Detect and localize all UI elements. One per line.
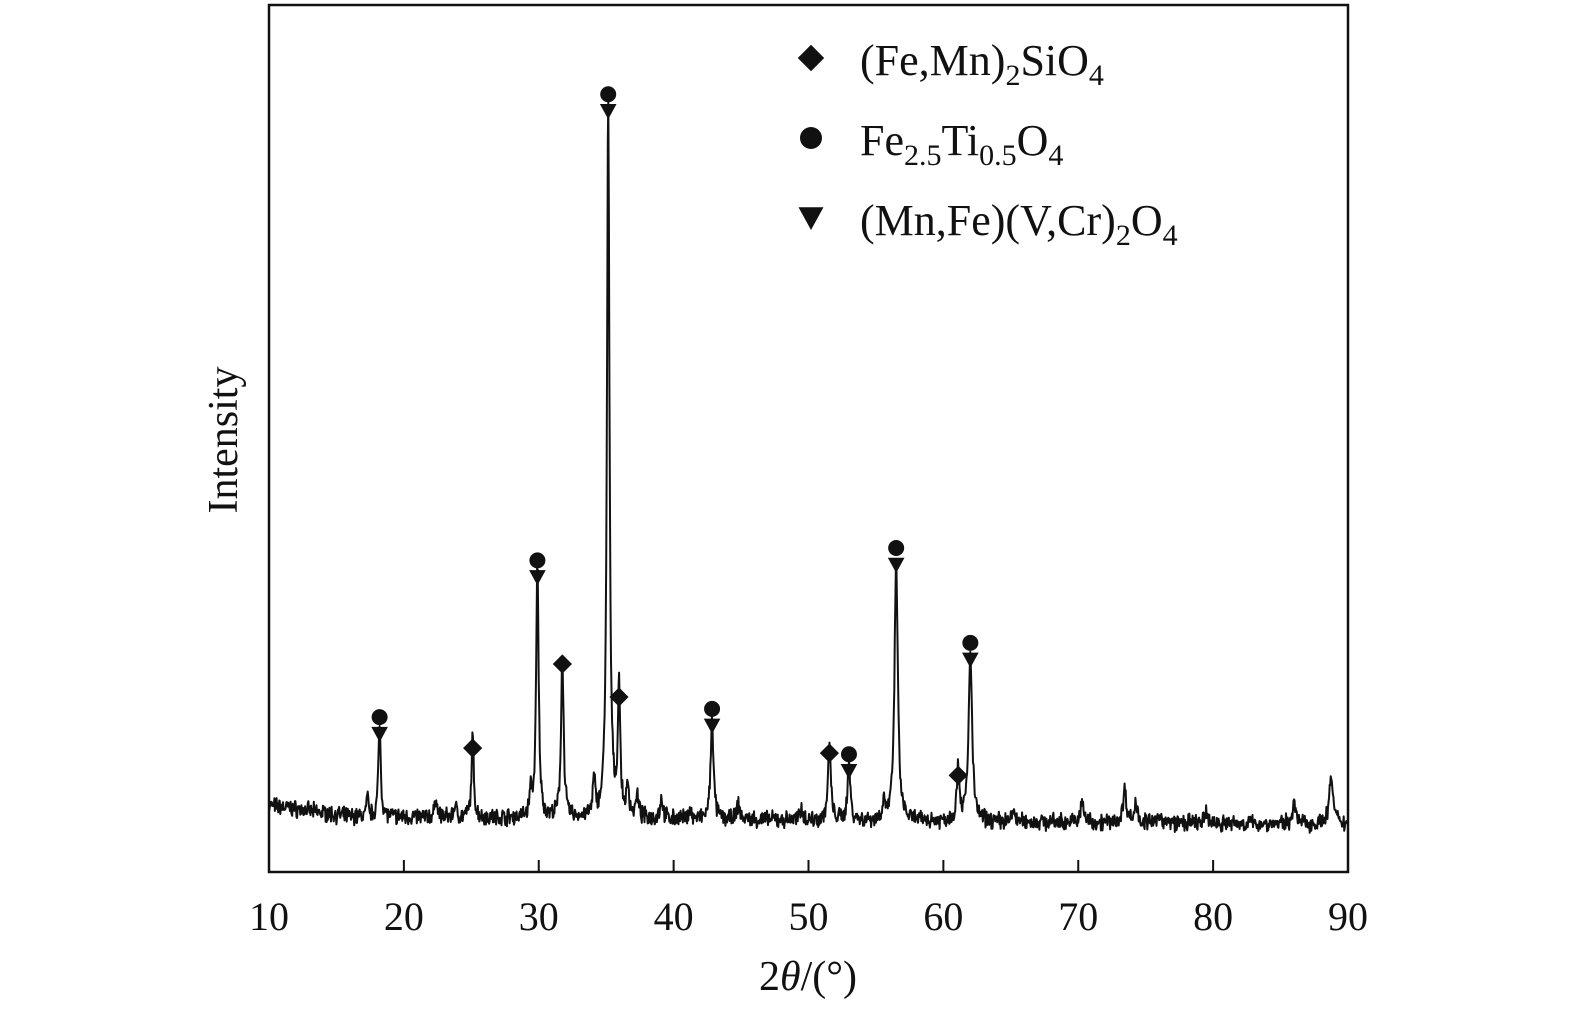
peak-marker-triangle-42.85 bbox=[703, 718, 721, 734]
legend-label-part: 2 bbox=[1116, 219, 1131, 252]
x-tick-label-80: 80 bbox=[1193, 894, 1233, 939]
legend-label-part: SiO bbox=[1020, 36, 1088, 85]
x-axis-ticks bbox=[268, 860, 1349, 872]
legend-label-part: Ti bbox=[942, 116, 980, 165]
peak-marker-triangle-62 bbox=[962, 652, 979, 668]
x-tick-label-10: 10 bbox=[249, 894, 289, 939]
legend-label-part: (Fe,Mn) bbox=[860, 36, 1005, 85]
diffraction-pattern-line bbox=[268, 99, 1349, 834]
x-tick-label-60: 60 bbox=[923, 894, 963, 939]
legend-label-part: O bbox=[1131, 196, 1163, 245]
peak-marker-circle-29.9 bbox=[529, 552, 546, 569]
x-tick-label-20: 20 bbox=[384, 894, 424, 939]
peak-marker-circle-62 bbox=[962, 634, 979, 651]
peak-marker-diamond-25.1 bbox=[463, 738, 483, 758]
y-axis-label: Intensity bbox=[201, 367, 247, 514]
legend-label-diamond: (Fe,Mn)2SiO4 bbox=[860, 36, 1104, 92]
legend-label-part: 4 bbox=[1089, 59, 1104, 92]
x-tick-label-30: 30 bbox=[519, 894, 559, 939]
legend-marker-circle bbox=[800, 127, 822, 149]
x-axis-label: 2θ/(°) bbox=[759, 954, 857, 1000]
peak-marker-diamond-51.55 bbox=[819, 743, 840, 763]
legend-label-triangle: (Mn,Fe)(V,Cr)2O4 bbox=[860, 196, 1178, 252]
peak-marker-triangle-18.2 bbox=[371, 726, 388, 743]
legend-label-part: 2 bbox=[1005, 59, 1020, 92]
legend-label-part: Fe bbox=[860, 116, 904, 165]
peak-marker-triangle-56.5 bbox=[887, 557, 905, 573]
legend-label-part: O bbox=[1017, 116, 1049, 165]
legend-label-part: 4 bbox=[1163, 219, 1178, 252]
peak-marker-diamond-61.1 bbox=[948, 765, 968, 785]
x-tick-label-70: 70 bbox=[1058, 894, 1098, 939]
x-axis-label-theta: θ bbox=[780, 954, 801, 1000]
peak-marker-diamond-35.95 bbox=[609, 687, 629, 707]
x-axis-tick-labels: 10 20 30 40 50 60 70 80 90 bbox=[249, 894, 1368, 939]
peak-marker-triangle-29.9 bbox=[529, 570, 546, 586]
legend-label-part: (Mn,Fe)(V,Cr) bbox=[860, 196, 1116, 245]
peak-marker-diamond-31.75 bbox=[552, 654, 572, 674]
legend-marker-diamond bbox=[797, 44, 825, 72]
peak-marker-circle-56.5 bbox=[888, 540, 905, 556]
legend-marker-triangle bbox=[798, 207, 824, 230]
legend-label-part: 2.5 bbox=[904, 139, 942, 172]
x-tick-label-40: 40 bbox=[654, 894, 694, 939]
legend-label-circle: Fe2.5Ti0.5O4 bbox=[860, 116, 1063, 172]
peak-marker-circle-18.2 bbox=[371, 709, 388, 726]
peak-marker-triangle-53 bbox=[840, 764, 858, 780]
peak-markers bbox=[371, 86, 979, 785]
legend-label-part: 0.5 bbox=[979, 139, 1017, 172]
peak-marker-triangle-35.15 bbox=[599, 104, 617, 120]
x-tick-label-90: 90 bbox=[1328, 894, 1368, 939]
legend-label-part: 4 bbox=[1048, 139, 1063, 172]
peak-marker-circle-53 bbox=[840, 746, 857, 763]
x-tick-label-50: 50 bbox=[789, 894, 829, 939]
peak-marker-circle-35.15 bbox=[600, 86, 617, 103]
peak-marker-circle-42.85 bbox=[704, 700, 721, 717]
x-axis-label-unit: /(°) bbox=[801, 954, 857, 1000]
x-axis-label-num: 2 bbox=[759, 954, 780, 1000]
